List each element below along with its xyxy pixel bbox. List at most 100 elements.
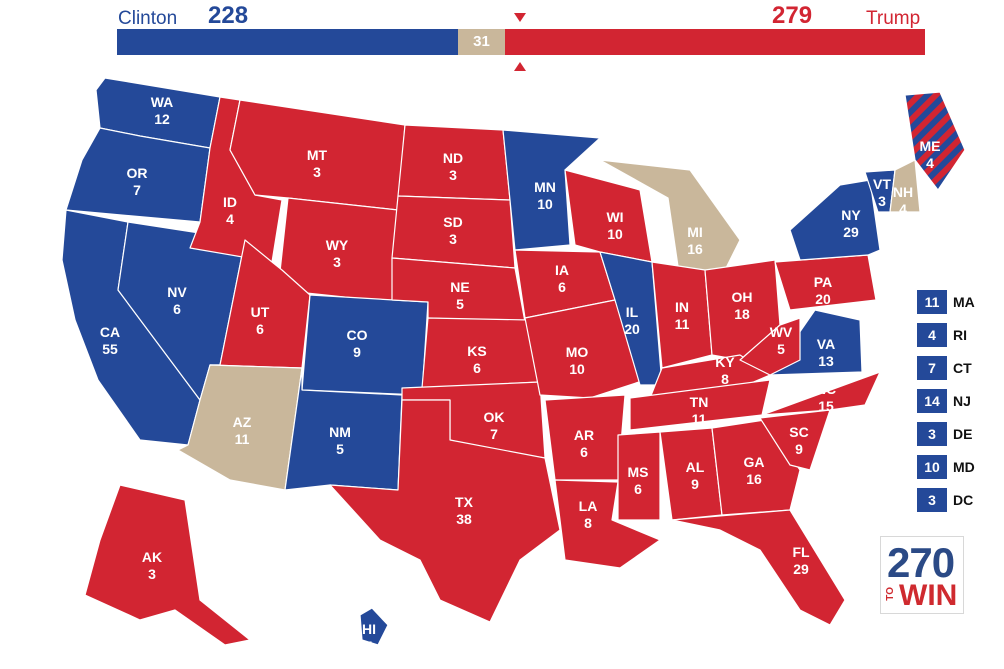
state-label-co: CO — [347, 327, 368, 343]
state-label-nm: NM — [329, 424, 351, 440]
state-votes-ok: 7 — [490, 426, 498, 442]
state-votes-ak: 3 — [148, 566, 156, 582]
small-state-abbr: MD — [953, 459, 975, 475]
state-votes-mt: 3 — [313, 164, 321, 180]
state-ak[interactable] — [84, 484, 251, 646]
small-state-abbr: MA — [953, 294, 975, 310]
small-state-votes: 11 — [917, 290, 947, 314]
state-label-ut: UT — [251, 304, 270, 320]
state-votes-nd: 3 — [449, 167, 457, 183]
state-in[interactable] — [651, 261, 713, 369]
state-label-il: IL — [626, 304, 639, 320]
left-candidate-name: Clinton — [118, 8, 178, 29]
small-state-votes: 10 — [917, 455, 947, 479]
state-label-wi: WI — [606, 209, 623, 225]
state-label-ny: NY — [841, 207, 861, 223]
small-state-votes: 4 — [917, 323, 947, 347]
state-label-nv: NV — [167, 284, 187, 300]
tossup-bar: 31 — [458, 29, 505, 55]
state-label-in: IN — [675, 299, 689, 315]
state-votes-ks: 6 — [473, 360, 481, 376]
state-votes-ga: 16 — [746, 471, 762, 487]
state-label-az: AZ — [233, 414, 252, 430]
state-votes-pa: 20 — [815, 291, 831, 307]
state-votes-ia: 6 — [558, 279, 566, 295]
small-state-abbr: DE — [953, 426, 973, 442]
state-label-mt: MT — [307, 147, 328, 163]
small-state-dc[interactable]: 3 DC — [917, 488, 997, 512]
state-votes-co: 9 — [353, 344, 361, 360]
state-label-ne: NE — [450, 279, 469, 295]
state-label-ok: OK — [484, 409, 505, 425]
state-sc[interactable] — [759, 409, 831, 471]
state-votes-wa: 12 — [154, 111, 170, 127]
state-label-me: ME — [920, 138, 941, 154]
state-votes-ms: 6 — [634, 481, 642, 497]
state-label-pa: PA — [814, 274, 832, 290]
state-votes-ne: 5 — [456, 296, 464, 312]
small-state-md[interactable]: 10 MD — [917, 455, 997, 479]
state-votes-nv: 6 — [173, 301, 181, 317]
state-label-tx: TX — [455, 494, 474, 510]
state-votes-al: 9 — [691, 476, 699, 492]
state-label-fl: FL — [792, 544, 810, 560]
state-mn[interactable] — [502, 129, 601, 251]
logo-to: TO — [885, 587, 896, 601]
state-tx[interactable] — [329, 399, 561, 623]
rep-bar — [505, 29, 925, 55]
state-votes-tx: 38 — [456, 511, 472, 527]
state-votes-fl: 29 — [793, 561, 809, 577]
small-state-abbr: DC — [953, 492, 974, 508]
state-co[interactable] — [301, 294, 429, 396]
state-votes-nc: 15 — [818, 398, 834, 414]
state-label-la: LA — [579, 498, 598, 514]
state-label-sc: SC — [789, 424, 808, 440]
tossup-votes: 31 — [473, 33, 490, 50]
state-label-tn: TN — [690, 394, 709, 410]
state-votes-va: 13 — [818, 353, 834, 369]
state-votes-mo: 10 — [569, 361, 585, 377]
state-nc[interactable] — [761, 371, 881, 416]
270towin-logo: 270 TO WIN — [880, 536, 964, 614]
state-label-ca: CA — [100, 324, 120, 340]
state-label-ia: IA — [555, 262, 569, 278]
small-state-nj[interactable]: 14 NJ — [917, 389, 997, 413]
state-label-nh: NH — [893, 184, 913, 200]
state-il[interactable] — [599, 251, 663, 386]
state-votes-ar: 6 — [580, 444, 588, 460]
state-wv[interactable] — [739, 317, 801, 376]
electoral-tally-header: Clinton 228 279 Trump 31 — [0, 0, 1004, 71]
small-state-ct[interactable]: 7 CT — [917, 356, 997, 380]
state-votes-sd: 3 — [449, 231, 457, 247]
state-label-va: VA — [817, 336, 835, 352]
state-votes-oh: 18 — [734, 306, 750, 322]
state-label-wv: WV — [770, 324, 793, 340]
state-label-ak: AK — [142, 549, 162, 565]
state-label-wa: WA — [151, 94, 174, 110]
state-mo[interactable] — [524, 299, 646, 399]
small-state-votes: 3 — [917, 422, 947, 446]
state-votes-me: 4 — [926, 155, 934, 171]
small-state-votes: 3 — [917, 488, 947, 512]
left-candidate-votes: 228 — [208, 2, 249, 29]
small-state-de[interactable]: 3 DE — [917, 422, 997, 446]
small-state-votes: 14 — [917, 389, 947, 413]
state-nh[interactable] — [889, 159, 921, 213]
state-ms[interactable] — [617, 431, 661, 521]
state-votes-la: 8 — [584, 515, 592, 531]
small-state-abbr: NJ — [953, 393, 971, 409]
state-votes-id: 4 — [226, 211, 234, 227]
state-hi[interactable] — [359, 607, 389, 646]
state-label-nd: ND — [443, 150, 463, 166]
state-label-or: OR — [127, 165, 148, 181]
state-label-vt: VT — [873, 176, 891, 192]
state-fl[interactable] — [671, 509, 846, 626]
state-votes-wv: 5 — [777, 341, 785, 357]
small-state-ma[interactable]: 11 MA — [917, 290, 997, 314]
threshold-marker-bottom-icon — [514, 62, 526, 71]
state-label-mo: MO — [566, 344, 589, 360]
state-me[interactable] — [904, 91, 966, 191]
state-ny[interactable] — [789, 179, 881, 261]
small-state-ri[interactable]: 4 RI — [917, 323, 997, 347]
state-label-oh: OH — [732, 289, 753, 305]
